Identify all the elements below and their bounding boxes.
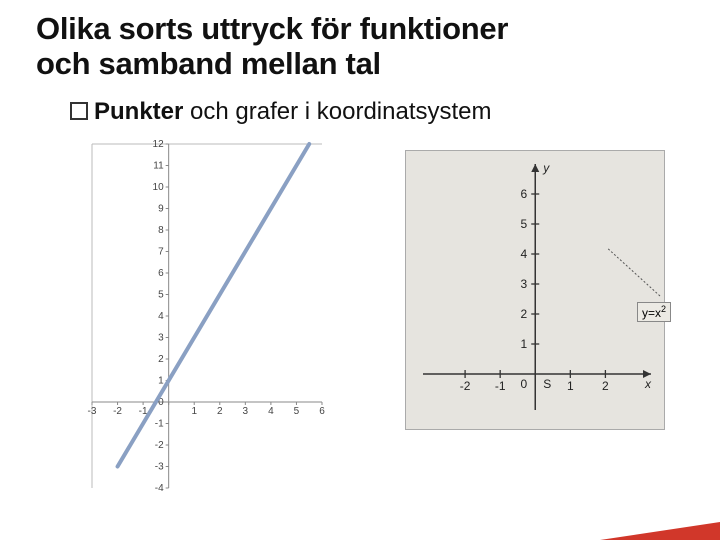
- svg-text:2: 2: [521, 307, 528, 321]
- svg-text:8: 8: [158, 225, 164, 236]
- svg-text:-3: -3: [88, 406, 97, 417]
- linear-chart-svg: -4-3-2-10123456789101112-3-2-1123456: [62, 138, 332, 498]
- svg-text:1: 1: [158, 376, 164, 387]
- svg-text:6: 6: [319, 406, 325, 417]
- svg-text:3: 3: [158, 333, 164, 344]
- svg-text:-1: -1: [495, 379, 506, 393]
- svg-text:-2: -2: [113, 406, 122, 417]
- svg-text:5: 5: [294, 406, 300, 417]
- title-line1: Olika sorts uttryck för funktioner: [36, 11, 508, 46]
- svg-text:3: 3: [521, 277, 528, 291]
- svg-text:x: x: [644, 377, 652, 391]
- svg-text:12: 12: [153, 139, 165, 150]
- title-line2: och samband mellan tal: [36, 46, 381, 81]
- svg-text:4: 4: [158, 311, 164, 322]
- equation-sup: 2: [661, 304, 666, 314]
- svg-text:1: 1: [191, 406, 197, 417]
- slide-title: Olika sorts uttryck för funktioner och s…: [36, 12, 508, 81]
- parabola-chart: yx123456-2-1120S y=x2: [405, 150, 665, 430]
- svg-text:2: 2: [158, 354, 164, 365]
- svg-text:0: 0: [521, 377, 528, 391]
- svg-text:5: 5: [521, 217, 528, 231]
- svg-text:-4: -4: [155, 483, 164, 494]
- linear-chart: -4-3-2-10123456789101112-3-2-1123456: [62, 138, 332, 498]
- svg-text:6: 6: [521, 187, 528, 201]
- square-bullet-icon: [70, 102, 88, 120]
- svg-text:-3: -3: [155, 462, 164, 473]
- svg-text:2: 2: [602, 379, 609, 393]
- svg-text:S: S: [543, 377, 551, 391]
- svg-text:6: 6: [158, 268, 164, 279]
- bullet-lead: Punkter: [94, 98, 183, 125]
- svg-text:y: y: [542, 161, 550, 175]
- svg-text:11: 11: [153, 161, 164, 172]
- svg-text:4: 4: [521, 247, 528, 261]
- svg-text:10: 10: [153, 182, 165, 193]
- svg-text:-2: -2: [460, 379, 471, 393]
- equation-label: y=x2: [637, 302, 671, 322]
- equation-text: y=x: [642, 306, 661, 320]
- svg-text:1: 1: [521, 337, 528, 351]
- corner-accent: [600, 522, 720, 540]
- svg-text:5: 5: [158, 290, 164, 301]
- bullet-rest: och grafer i koordinatsystem: [183, 98, 491, 125]
- svg-text:4: 4: [268, 406, 274, 417]
- svg-text:-2: -2: [155, 440, 164, 451]
- svg-text:3: 3: [243, 406, 249, 417]
- svg-text:2: 2: [217, 406, 223, 417]
- svg-text:7: 7: [158, 247, 164, 258]
- parabola-chart-svg: y x 1 2 3 4 5 6 -2 -1 1 2 0 S: [405, 150, 665, 430]
- svg-text:9: 9: [158, 204, 164, 215]
- svg-text:-1: -1: [155, 419, 164, 430]
- svg-text:1: 1: [567, 379, 574, 393]
- bullet-item: Punkter och grafer i koordinatsystem: [70, 98, 492, 126]
